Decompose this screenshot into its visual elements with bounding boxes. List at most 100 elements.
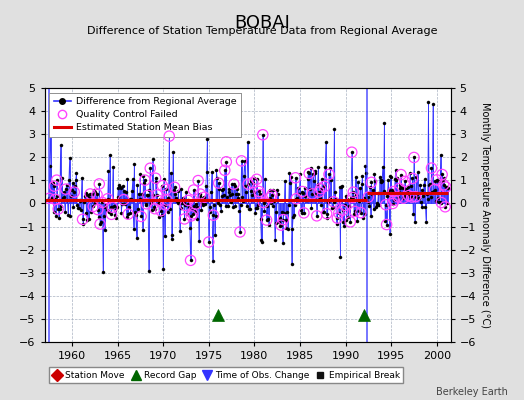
Point	[411, 194, 420, 200]
Point	[180, 216, 189, 222]
Point	[150, 206, 159, 212]
Point	[157, 208, 165, 214]
Point	[249, 179, 257, 186]
Point	[397, 171, 405, 178]
Point	[339, 207, 347, 214]
Point	[255, 188, 263, 195]
Point	[50, 183, 59, 189]
Point	[204, 239, 213, 245]
Point	[266, 194, 275, 201]
Point	[52, 177, 61, 183]
Point	[333, 215, 342, 221]
Point	[381, 202, 390, 208]
Point	[348, 194, 357, 201]
Point	[158, 182, 167, 189]
Point	[196, 191, 205, 197]
Point	[313, 213, 321, 219]
Point	[222, 158, 231, 165]
Point	[187, 213, 195, 219]
Point	[162, 186, 170, 192]
Point	[277, 222, 285, 228]
Point	[95, 181, 103, 187]
Point	[291, 174, 300, 181]
Point	[442, 184, 450, 190]
Legend: Difference from Regional Average, Quality Control Failed, Estimated Station Mean: Difference from Regional Average, Qualit…	[49, 93, 241, 137]
Point	[161, 202, 170, 208]
Point	[263, 217, 271, 223]
Point	[209, 212, 217, 218]
Point	[51, 196, 59, 202]
Point	[141, 177, 149, 183]
Point	[256, 191, 264, 198]
Point	[189, 210, 197, 217]
Point	[200, 194, 209, 200]
Point	[389, 188, 398, 195]
Point	[308, 191, 316, 197]
Point	[103, 196, 112, 202]
Point	[349, 189, 357, 195]
Point	[438, 171, 446, 178]
Point	[151, 175, 160, 182]
Point	[187, 257, 195, 264]
Point	[399, 195, 408, 201]
Point	[441, 204, 450, 210]
Point	[98, 199, 106, 206]
Point	[292, 196, 300, 202]
Point	[316, 186, 325, 192]
Point	[142, 201, 150, 207]
Point	[119, 196, 128, 203]
Text: Berkeley Earth: Berkeley Earth	[436, 387, 508, 397]
Point	[253, 176, 261, 182]
Point	[94, 206, 102, 213]
Point	[108, 204, 116, 210]
Point	[214, 180, 223, 186]
Point	[107, 211, 116, 218]
Point	[237, 158, 246, 164]
Point	[408, 194, 416, 200]
Point	[62, 186, 70, 192]
Point	[329, 198, 337, 205]
Point	[388, 200, 397, 207]
Point	[346, 219, 354, 225]
Point	[437, 199, 445, 206]
Point	[221, 167, 229, 174]
Text: Difference of Station Temperature Data from Regional Average: Difference of Station Temperature Data f…	[87, 26, 437, 36]
Point	[315, 189, 323, 195]
Point	[144, 192, 152, 198]
Point	[54, 206, 62, 212]
Point	[89, 203, 97, 210]
Point	[259, 199, 268, 206]
Point	[390, 197, 398, 204]
Point	[96, 221, 104, 227]
Point	[259, 132, 267, 138]
Point	[165, 133, 173, 139]
Point	[427, 165, 435, 171]
Point	[146, 165, 155, 172]
Point	[408, 175, 417, 182]
Point	[395, 185, 403, 192]
Point	[394, 194, 402, 200]
Point	[163, 197, 171, 203]
Point	[268, 192, 276, 198]
Point	[440, 182, 448, 188]
Point	[86, 191, 94, 197]
Text: BOBAI: BOBAI	[234, 14, 290, 32]
Point	[401, 178, 409, 185]
Point	[433, 177, 441, 183]
Point	[189, 187, 198, 193]
Point	[155, 197, 163, 204]
Point	[181, 202, 189, 209]
Point	[383, 221, 391, 228]
Point	[153, 192, 161, 198]
Point	[300, 210, 308, 216]
Point	[305, 170, 313, 177]
Point	[194, 177, 202, 184]
Point	[279, 216, 288, 223]
Point	[341, 202, 349, 208]
Point	[410, 154, 418, 161]
Point	[357, 210, 365, 216]
Point	[93, 191, 101, 198]
Point	[430, 186, 439, 193]
Point	[236, 229, 244, 235]
Point	[137, 213, 145, 220]
